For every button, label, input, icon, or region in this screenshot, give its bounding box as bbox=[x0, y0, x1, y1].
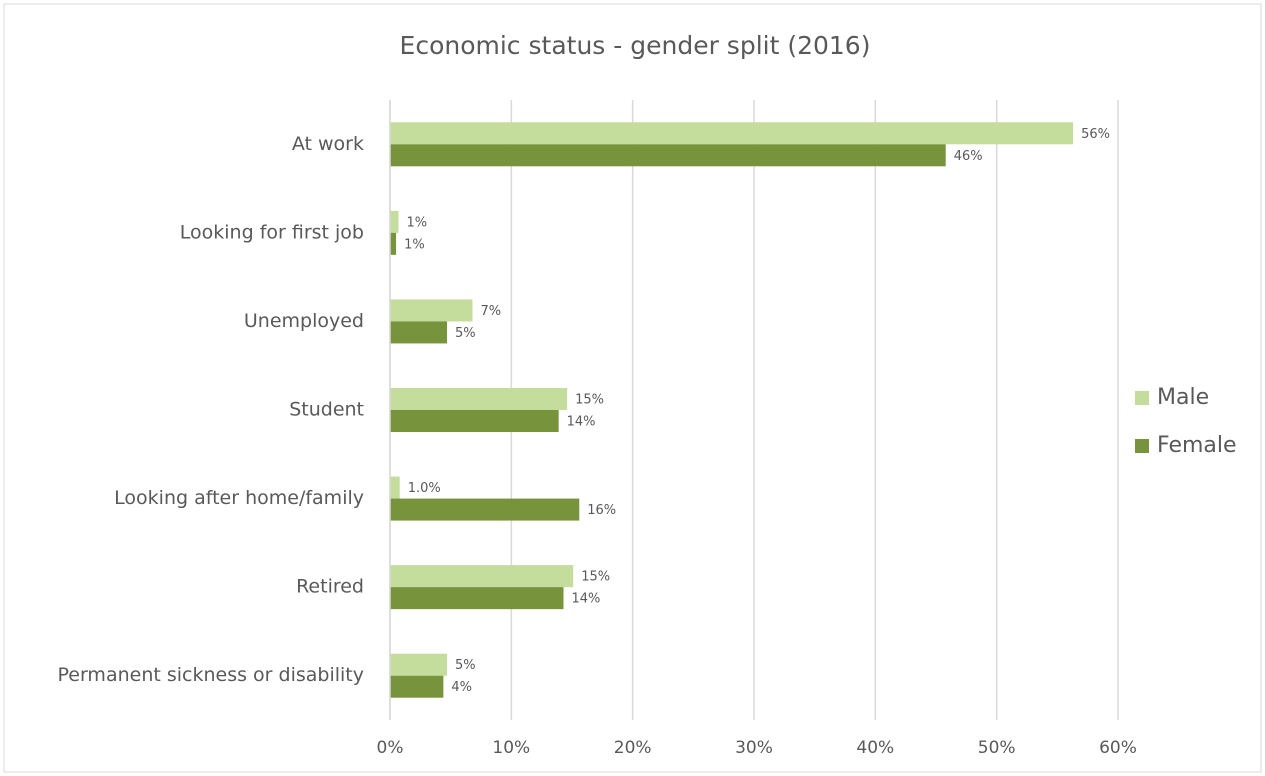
bar bbox=[390, 144, 946, 167]
data-label: 46% bbox=[954, 149, 983, 164]
bar bbox=[390, 675, 444, 698]
bar bbox=[390, 388, 568, 410]
bar bbox=[390, 565, 574, 588]
y-tick-label: Retired bbox=[296, 576, 364, 598]
x-tick-label: 40% bbox=[856, 738, 894, 758]
bar bbox=[390, 498, 580, 521]
x-tick-label: 20% bbox=[614, 738, 652, 758]
x-tick-label: 60% bbox=[1099, 738, 1137, 758]
legend-swatch bbox=[1135, 391, 1149, 405]
data-label: 1% bbox=[404, 237, 425, 252]
data-label: 15% bbox=[581, 570, 610, 585]
y-tick-label: Student bbox=[289, 399, 364, 421]
data-label: 1.0% bbox=[408, 481, 441, 496]
bar bbox=[390, 299, 473, 322]
x-tick-label: 50% bbox=[978, 738, 1016, 758]
x-tick-label: 0% bbox=[377, 738, 404, 758]
data-label: 16% bbox=[587, 503, 616, 518]
data-label: 56% bbox=[1081, 127, 1110, 142]
bar bbox=[390, 210, 399, 233]
data-label: 15% bbox=[575, 393, 604, 408]
x-tick-label: 30% bbox=[735, 738, 773, 758]
y-tick-label: Permanent sickness or disability bbox=[57, 664, 364, 686]
bar bbox=[390, 122, 1074, 145]
chart-title: Economic status - gender split (2016) bbox=[400, 31, 871, 60]
bar bbox=[390, 653, 448, 676]
bar bbox=[390, 476, 400, 499]
y-tick-label: At work bbox=[292, 133, 364, 155]
x-tick-label: 10% bbox=[492, 738, 530, 758]
data-label: 7% bbox=[481, 304, 502, 319]
data-label: 1% bbox=[406, 215, 427, 230]
bar bbox=[390, 410, 559, 432]
bar bbox=[390, 232, 397, 255]
legend-label: Male bbox=[1157, 385, 1209, 410]
y-tick-label: Looking after home/family bbox=[114, 487, 364, 509]
data-label: 4% bbox=[451, 680, 472, 695]
legend-label: Female bbox=[1157, 433, 1237, 458]
data-label: 14% bbox=[572, 592, 601, 607]
data-label: 14% bbox=[567, 415, 596, 430]
y-tick-label: Looking for first job bbox=[180, 221, 364, 243]
data-label: 5% bbox=[455, 658, 476, 673]
bar bbox=[390, 587, 564, 610]
bar bbox=[390, 321, 448, 344]
data-label: 5% bbox=[455, 326, 476, 341]
y-tick-label: Unemployed bbox=[244, 310, 364, 332]
legend-swatch bbox=[1135, 439, 1149, 453]
